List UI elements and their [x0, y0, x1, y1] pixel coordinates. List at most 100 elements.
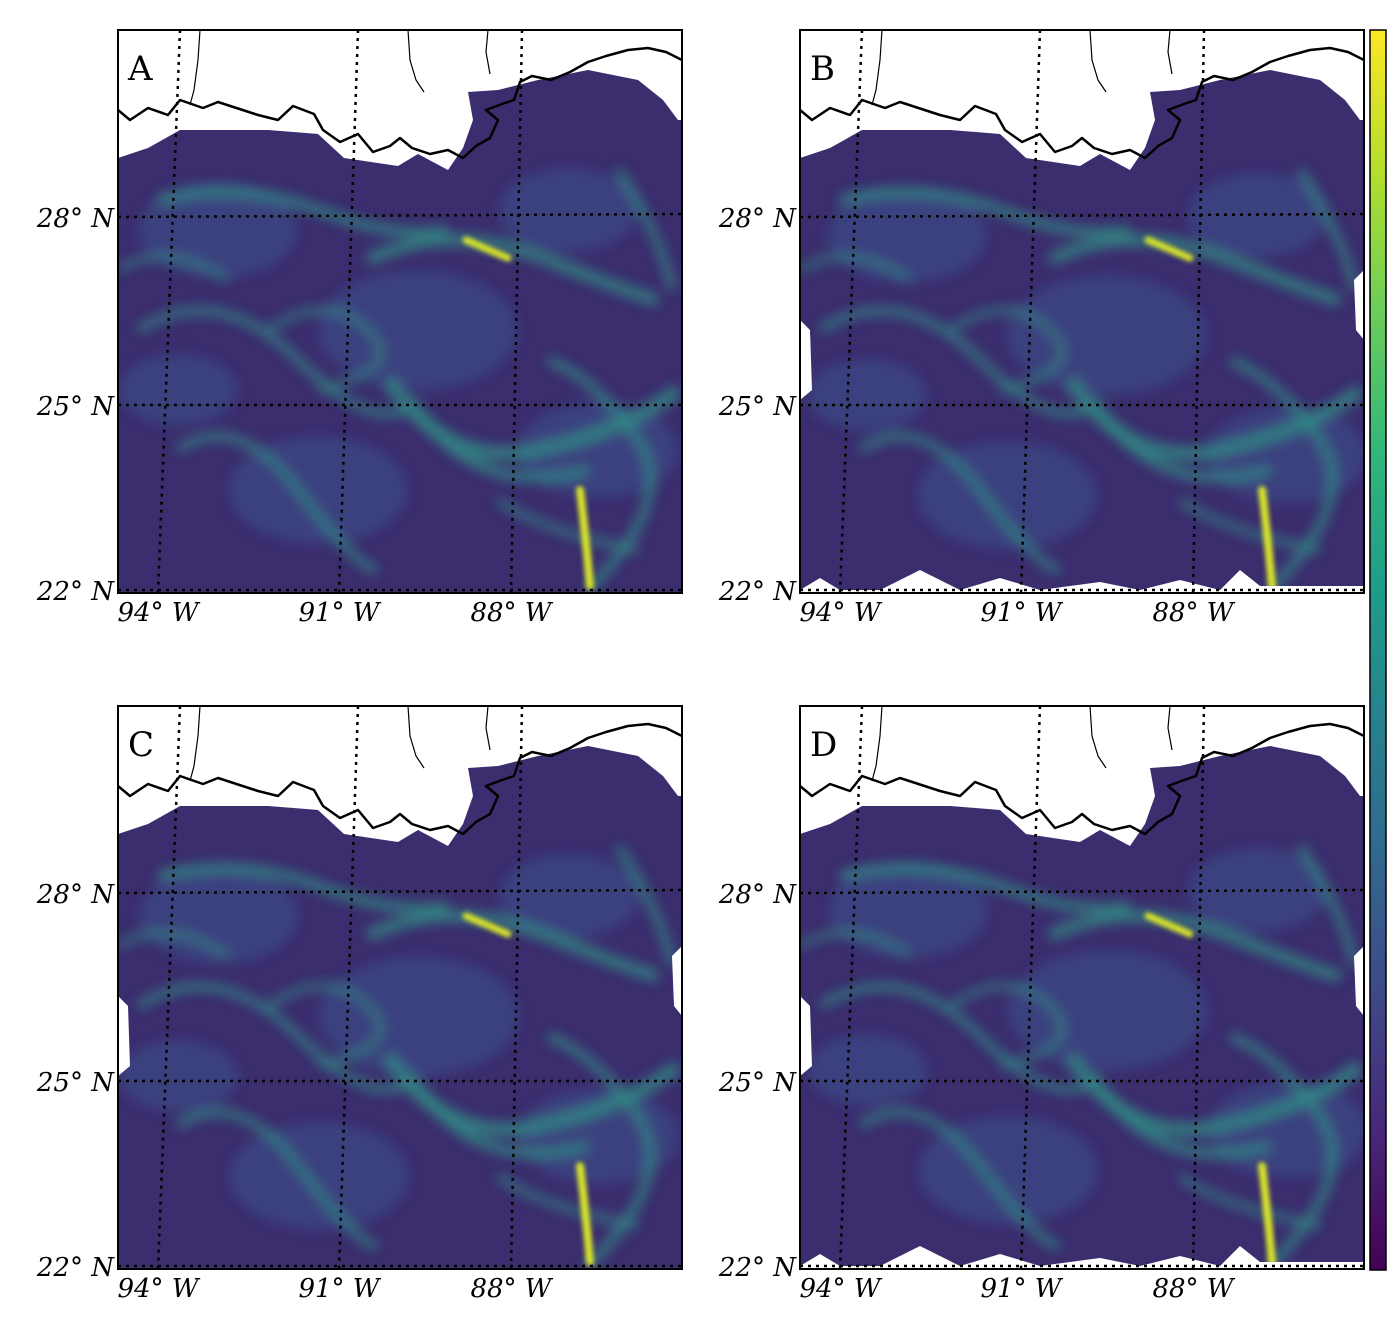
land-mask: [800, 320, 812, 400]
meridian-line: [337, 706, 360, 1269]
land-mask: [800, 30, 1364, 170]
river: [407, 706, 425, 769]
current-filament: [817, 982, 1103, 1094]
river: [189, 706, 201, 782]
longitude-label: 91° W: [298, 598, 381, 628]
parallel-line: [118, 212, 682, 219]
current-filament: [175, 432, 379, 574]
river: [1167, 30, 1173, 75]
latitude-label: 25° N: [36, 392, 115, 422]
meridian-line: [838, 30, 864, 593]
current-filament: [135, 982, 421, 1094]
latitude-label: 25° N: [36, 1068, 115, 1098]
current-filament: [800, 254, 912, 283]
coastline: [118, 46, 682, 160]
longitude-label: 94° W: [799, 598, 882, 628]
river: [1167, 706, 1173, 751]
longitude-label: 88° W: [470, 1274, 553, 1304]
land-mask: [1354, 270, 1364, 340]
panel-b: B 28° N 25° N 22° N94° W 91° W 88° W: [718, 29, 1365, 628]
current-filament: [546, 355, 655, 593]
current-hotspot: [1144, 912, 1194, 938]
panel-label: A: [127, 49, 153, 89]
longitude-label: 94° W: [117, 598, 200, 628]
current-filament: [948, 983, 1066, 1069]
panel-a: A 28° N 25° N 22° N94° W 91° W 88° W: [36, 29, 683, 628]
longitude-label: 88° W: [470, 598, 553, 628]
river: [871, 30, 883, 106]
current-filament: [1047, 910, 1341, 982]
latitude-label: 28° N: [36, 204, 115, 234]
meridian-line: [1191, 30, 1206, 593]
panel-label: D: [810, 725, 837, 765]
parallel-line: [118, 888, 682, 895]
river: [871, 706, 883, 782]
current-filament: [156, 187, 449, 238]
land-mask: [118, 30, 682, 170]
current-filament: [1047, 234, 1341, 306]
meridian-line: [509, 30, 524, 593]
river: [485, 706, 491, 751]
latitude-label: 22° N: [718, 1253, 797, 1283]
latitude-label: 28° N: [36, 880, 115, 910]
land-mask: [800, 996, 812, 1076]
meridian-line: [1191, 706, 1206, 1269]
land-mask: [118, 996, 130, 1076]
current-filament: [413, 407, 590, 483]
latitude-label: 28° N: [718, 204, 797, 234]
current-filament: [1177, 1173, 1321, 1230]
current-hotspot: [576, 1162, 594, 1266]
land-mask: [800, 706, 1364, 846]
longitude-label: 91° W: [980, 1274, 1063, 1304]
current-hotspot: [1258, 1162, 1276, 1266]
longitude-label: 91° W: [980, 598, 1063, 628]
longitude-label: 94° W: [799, 1274, 882, 1304]
current-filament: [838, 863, 1131, 914]
land-mask: [800, 1246, 1364, 1269]
parallel-line: [800, 888, 1364, 895]
river: [1089, 30, 1107, 93]
current-hotspot: [576, 486, 594, 590]
current-filament: [546, 1031, 655, 1269]
meridian-line: [838, 706, 864, 1269]
land-mask: [672, 946, 682, 1016]
land-mask: [800, 570, 1364, 593]
latitude-label: 25° N: [718, 1068, 797, 1098]
current-filament: [175, 1108, 379, 1250]
current-filament: [1296, 167, 1359, 291]
coastline: [800, 722, 1364, 836]
current-filament: [118, 254, 230, 283]
colorbar-scale: [1369, 29, 1387, 1271]
current-filament: [495, 497, 639, 554]
meridian-line: [1019, 706, 1042, 1269]
latitude-label: 25° N: [718, 392, 797, 422]
current-filament: [614, 167, 677, 291]
current-filament: [857, 432, 1061, 574]
coastline: [118, 722, 682, 836]
meridian-line: [156, 706, 182, 1269]
current-filament: [1296, 843, 1359, 967]
longitude-label: 94° W: [117, 1274, 200, 1304]
longitude-label: 91° W: [298, 1274, 381, 1304]
panel-label: B: [810, 49, 835, 89]
panel-d: D 28° N 25° N 22° N94° W 91° W 88° W: [718, 705, 1365, 1304]
latitude-label: 22° N: [718, 577, 797, 607]
land-mask: [118, 706, 682, 846]
current-hotspot: [462, 236, 512, 262]
meridian-line: [156, 30, 182, 593]
current-filament: [838, 187, 1131, 238]
panel-frame: [117, 29, 683, 594]
current-hotspot: [1258, 486, 1276, 590]
current-filament: [817, 306, 1103, 418]
current-filament: [118, 930, 230, 959]
river: [407, 30, 425, 93]
meridian-line: [1019, 30, 1042, 593]
river: [485, 30, 491, 75]
longitude-label: 88° W: [1152, 1274, 1235, 1304]
current-filament: [948, 307, 1066, 393]
panel-frame: [117, 705, 683, 1270]
current-filament: [365, 910, 659, 982]
latitude-label: 22° N: [36, 577, 115, 607]
